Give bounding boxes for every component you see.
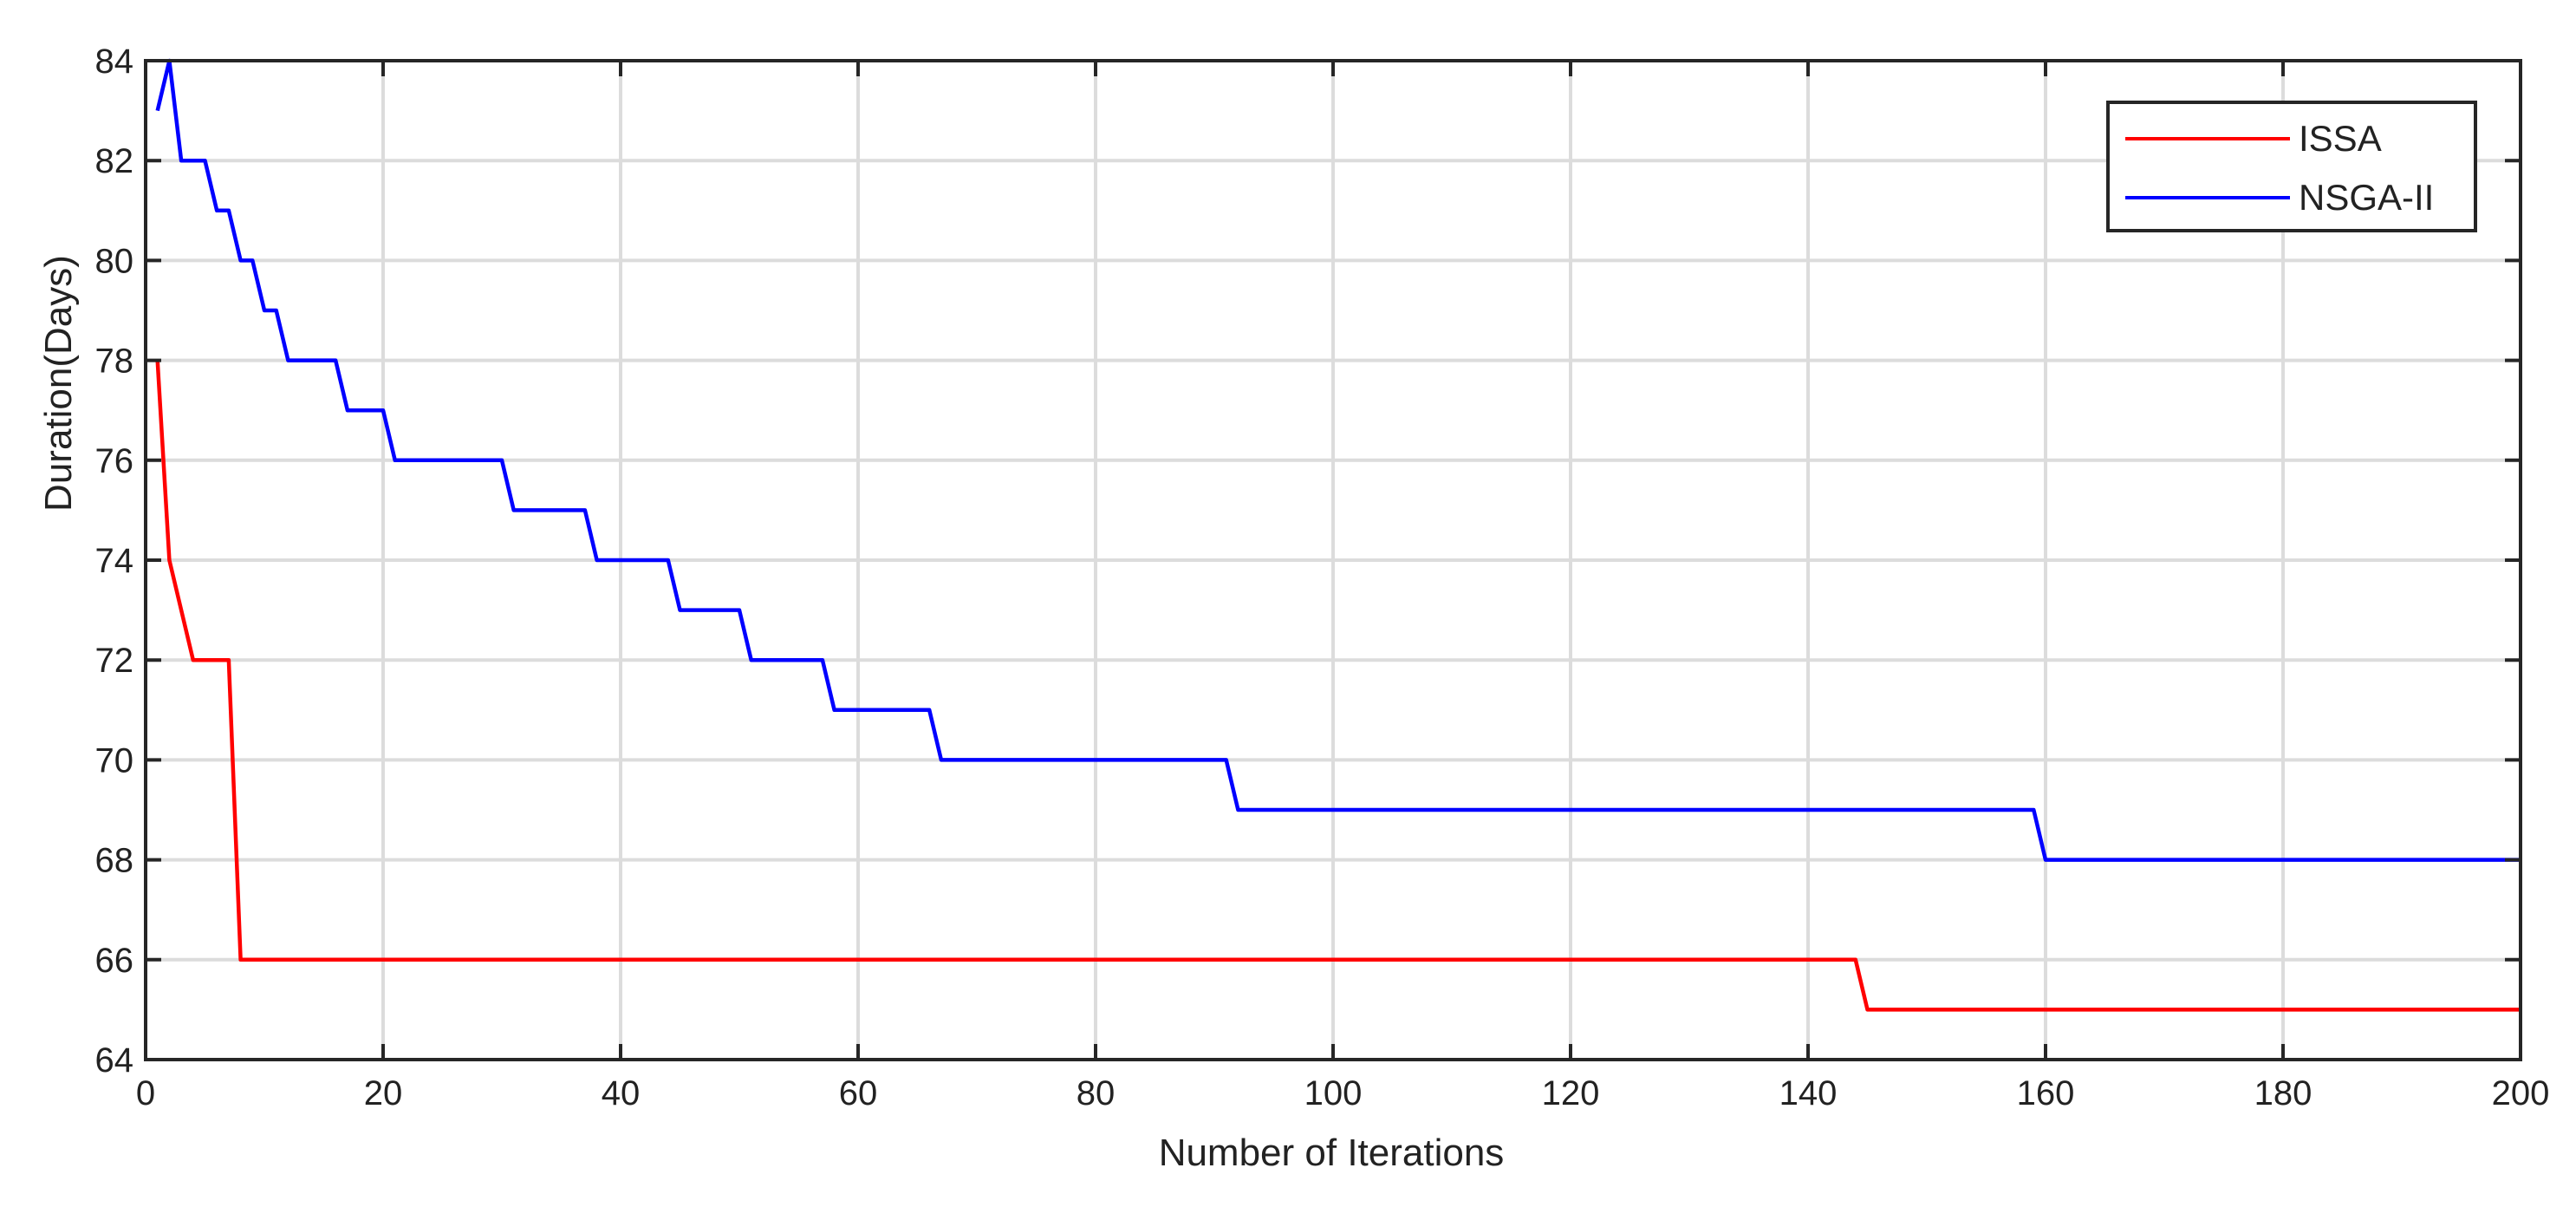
x-tick-label: 180 (2254, 1074, 2313, 1112)
y-tick-label: 68 (95, 842, 134, 880)
y-tick-label: 72 (95, 642, 134, 680)
x-tick-label: 200 (2492, 1074, 2550, 1112)
x-axis-label: Number of Iterations (1159, 1132, 1505, 1174)
y-tick-label: 70 (95, 741, 134, 780)
x-tick-label: 40 (602, 1074, 641, 1112)
legend-box (2106, 101, 2477, 232)
y-tick-label: 76 (95, 442, 134, 480)
series-line-issa (155, 360, 2521, 1012)
y-tick-label: 82 (95, 142, 134, 180)
x-tick-label: 160 (2017, 1074, 2075, 1112)
x-tick-label: 120 (1542, 1074, 1600, 1112)
y-tick-label: 84 (95, 42, 134, 81)
x-tick-label: 0 (136, 1074, 155, 1112)
y-tick-label: 74 (95, 542, 134, 580)
y-tick-labels: 64 66 68 70 72 74 76 78 80 82 84 (95, 42, 134, 1080)
legend-label-nsga-ii: NSGA-II (2299, 177, 2434, 218)
legend: ISSA NSGA-II (2106, 101, 2477, 232)
x-tick-label: 100 (1304, 1074, 1363, 1112)
x-tick-label: 60 (839, 1074, 878, 1112)
x-tick-label: 80 (1077, 1074, 1116, 1112)
y-tick-label: 66 (95, 942, 134, 980)
y-tick-label: 78 (95, 343, 134, 381)
x-tick-label: 20 (364, 1074, 403, 1112)
x-tick-label: 140 (1779, 1074, 1838, 1112)
legend-label-issa: ISSA (2299, 118, 2382, 159)
y-tick-label: 80 (95, 242, 134, 280)
x-tick-labels: 0 20 40 60 80 100 120 140 160 180 200 (136, 1074, 2550, 1112)
axis-ticks (144, 59, 2522, 1061)
series-lines (155, 58, 2521, 1012)
series-line-nsga-ii (155, 58, 2521, 862)
y-tick-label: 64 (95, 1041, 134, 1080)
y-axis-label: Duration(Days) (37, 255, 80, 512)
